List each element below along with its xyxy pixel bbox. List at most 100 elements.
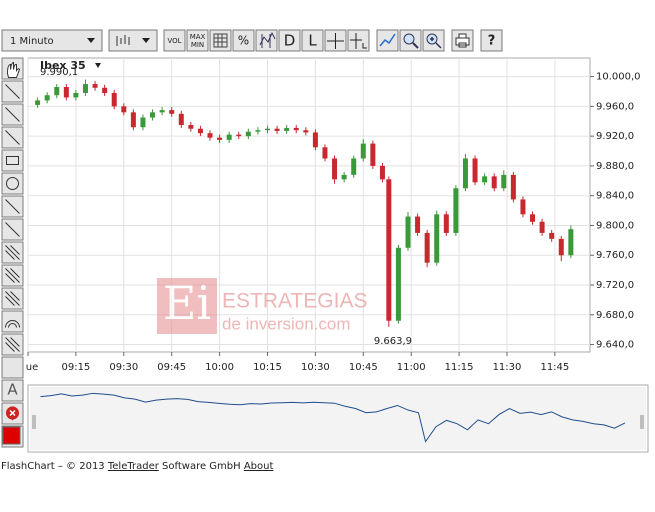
max-label: MAX xyxy=(190,33,206,41)
x-tick-label: 10:30 xyxy=(301,362,330,373)
candle-body xyxy=(462,158,468,189)
candle-body xyxy=(395,247,401,321)
d-button[interactable] xyxy=(278,29,301,52)
candle-body xyxy=(274,128,280,131)
line-icon xyxy=(5,268,20,283)
company-link[interactable]: TeleTrader xyxy=(107,461,160,472)
x-tick-label: ue xyxy=(26,362,39,373)
candle-body xyxy=(130,112,136,128)
candle-body xyxy=(501,174,507,189)
interval-label: 1 Minuto xyxy=(10,36,54,47)
x-tick-label: 09:30 xyxy=(109,362,138,373)
candle-body xyxy=(150,112,156,118)
overview-line xyxy=(40,392,626,443)
title-dropdown-arrow[interactable] xyxy=(95,63,101,68)
candle-body xyxy=(341,174,347,180)
candle-body xyxy=(549,232,555,239)
x-tick-label: 10:45 xyxy=(349,362,378,373)
arc-icon xyxy=(5,320,20,328)
candle-body xyxy=(303,130,309,133)
candle-body xyxy=(491,176,497,189)
candle-body xyxy=(188,124,194,129)
candle-body xyxy=(379,165,385,180)
y-tick-label: 9.840,0 xyxy=(596,191,634,202)
candle-body xyxy=(255,130,261,132)
candle-body xyxy=(332,158,338,180)
candle-body xyxy=(424,232,430,263)
footer-suffix: Software GmbH xyxy=(162,461,241,472)
y-tick-label: 9.680,0 xyxy=(596,310,634,321)
grid-button[interactable] xyxy=(209,29,232,52)
footer-prefix: FlashChart – © 2013 xyxy=(1,461,105,472)
indicator-button[interactable] xyxy=(376,29,399,52)
candle-body xyxy=(111,92,117,107)
watermark: Ei ESTRATEGIAS de inversion.com xyxy=(157,276,367,334)
x-tick-label: 10:15 xyxy=(253,362,282,373)
footer: FlashChart – © 2013 TeleTrader Software … xyxy=(1,461,273,472)
candle-body xyxy=(207,133,213,138)
help-button[interactable] xyxy=(480,29,503,52)
maxmin-button[interactable] xyxy=(186,29,209,52)
candle-icon xyxy=(116,35,130,46)
tool-button[interactable] xyxy=(1,356,24,379)
min-label: MIN xyxy=(191,41,204,49)
interval-dropdown[interactable] xyxy=(1,29,103,52)
candle-body xyxy=(245,131,251,137)
x-tick-label: 11:30 xyxy=(493,362,522,373)
print-icon xyxy=(455,33,470,48)
about-link[interactable]: About xyxy=(244,461,274,472)
y-tick-label: 9.920,0 xyxy=(596,131,634,142)
dropdown-arrow xyxy=(142,38,150,43)
toolbar: 1 Minuto VOL MAX MIN % D L ? xyxy=(1,29,503,52)
tool-button[interactable] xyxy=(1,310,24,333)
candle-body xyxy=(226,134,232,140)
candle-body xyxy=(264,128,270,131)
line-icon xyxy=(5,107,20,122)
chart-style-dropdown[interactable] xyxy=(108,29,158,52)
candle-body xyxy=(520,199,526,215)
candle-body xyxy=(351,158,357,175)
overview xyxy=(40,392,626,443)
rect-icon xyxy=(6,156,19,165)
candle-body xyxy=(510,174,516,200)
overview-window[interactable] xyxy=(30,387,646,450)
text-tool-button[interactable] xyxy=(1,379,24,402)
l-label: L xyxy=(308,32,317,50)
candle-body xyxy=(236,134,242,137)
percent-button[interactable] xyxy=(232,29,255,52)
y-tick-label: 9.760,0 xyxy=(596,250,634,261)
hand-icon xyxy=(6,61,21,78)
y-tick-label: 9.640,0 xyxy=(596,340,634,351)
line-icon xyxy=(5,291,20,306)
candle-body xyxy=(178,113,184,125)
candle-body xyxy=(217,137,223,140)
line-icon xyxy=(5,130,20,145)
candle-body xyxy=(386,179,392,321)
circle-icon xyxy=(6,177,19,190)
l-button[interactable] xyxy=(301,29,324,52)
y-tick-label: 9.960,0 xyxy=(596,101,634,112)
candle-body xyxy=(312,132,318,148)
x-tick-label: 09:45 xyxy=(157,362,186,373)
tool-button[interactable] xyxy=(1,149,24,172)
vol-button[interactable] xyxy=(163,29,186,52)
watermark-line2: de inversion.com xyxy=(222,314,351,333)
candles: 9.990,1 9.663,9 xyxy=(35,67,574,347)
candle-body xyxy=(539,221,545,233)
watermark-logo: Ei xyxy=(163,276,211,330)
overview-handles[interactable] xyxy=(32,415,644,429)
candle-body xyxy=(54,87,60,96)
tool-button[interactable] xyxy=(1,172,24,195)
watermark-line1: ESTRATEGIAS xyxy=(222,290,367,313)
candle-body xyxy=(197,128,203,134)
crosshair-icon xyxy=(327,33,344,49)
candle-body xyxy=(44,95,50,101)
candle-body xyxy=(568,229,574,256)
zoom-handle xyxy=(430,37,442,49)
candle-body xyxy=(169,110,175,114)
line-icon xyxy=(5,245,20,260)
candle-body xyxy=(35,100,41,105)
color-tool[interactable] xyxy=(2,426,21,445)
zoom-handle xyxy=(412,42,419,49)
